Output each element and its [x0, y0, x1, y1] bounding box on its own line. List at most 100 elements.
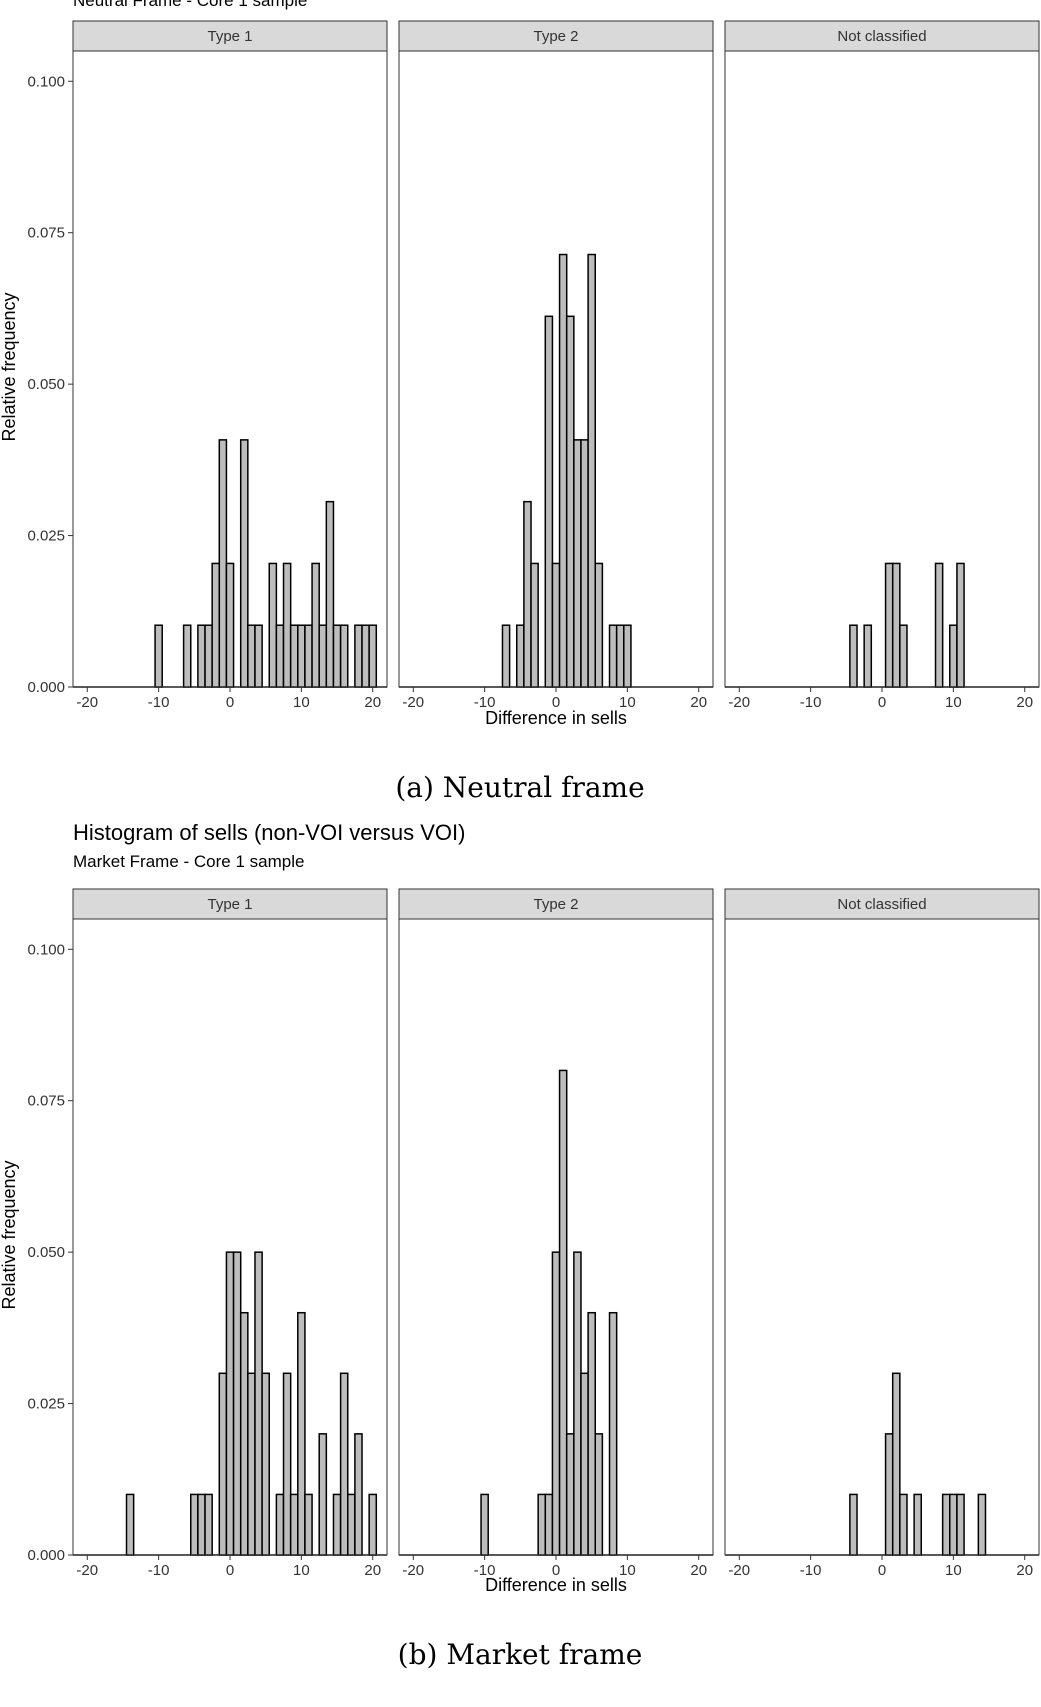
x-tick-label: 0 [878, 694, 886, 711]
histogram-bar [849, 1493, 858, 1556]
panel-background [725, 919, 1039, 1555]
x-tick-label: -10 [474, 694, 496, 711]
histogram-bar [211, 562, 221, 688]
histogram-bar [268, 562, 278, 688]
histogram-bar [332, 624, 342, 688]
x-tick-label: -20 [728, 694, 750, 711]
histogram-bar [934, 562, 944, 688]
x-tick-label: -10 [148, 694, 170, 711]
neutral-caption: (a) Neutral frame [395, 771, 644, 804]
histogram-bar [956, 1493, 965, 1556]
histogram-bar [297, 624, 306, 688]
facet-panel: Type 1 -20 -10 0 10 20 [72, 888, 388, 1579]
x-tick-label: 20 [1016, 1562, 1033, 1579]
histogram-bar [182, 624, 192, 688]
histogram-bar [325, 500, 335, 688]
histogram-bar [239, 1311, 249, 1556]
histogram-bar [558, 253, 568, 688]
y-tick-label: 0.050 [27, 376, 65, 393]
histogram-bar [608, 1311, 618, 1556]
histogram-bar [154, 624, 163, 688]
facet-strip [724, 888, 1040, 920]
facet-strip [398, 888, 714, 920]
histogram-bar [218, 1372, 228, 1556]
chart-1: 0.000 0.025 0.050 0.075 0.100 Type 1 -20 -10 0 10… [27, 888, 1040, 1579]
histogram-bar [304, 624, 313, 688]
facet-panel: Not classified -20 -10 0 10 20 [724, 888, 1040, 1579]
histogram-bar [501, 624, 511, 688]
facet-strip [398, 20, 714, 52]
histogram-bar [899, 624, 908, 688]
facet-strip-label: Type 1 [207, 896, 252, 913]
x-tick-label: 20 [364, 694, 381, 711]
histogram-bar [516, 624, 525, 688]
histogram-bar [339, 624, 349, 688]
chart-0: 0.000 0.025 0.050 0.075 0.100 Type 1 -20 -10 0 10… [27, 20, 1040, 711]
facet-panel: Type 2 -20 -10 0 10 20 [398, 888, 714, 1579]
market-caption: (b) Market frame [398, 1638, 643, 1671]
x-tick-label: 20 [690, 694, 707, 711]
histogram-bar [297, 1311, 306, 1556]
histogram-bar [275, 624, 285, 688]
histogram-bar [949, 624, 958, 688]
x-tick-label: 0 [552, 694, 560, 711]
histogram-bar [197, 624, 206, 688]
histogram-bar [347, 1493, 356, 1556]
x-tick-label: 20 [690, 1562, 707, 1579]
histogram-bar [949, 1493, 958, 1556]
histogram-bar [580, 439, 589, 688]
x-tick-label: 0 [552, 1562, 560, 1579]
histogram-bar [261, 1372, 271, 1556]
x-tick-label: 10 [619, 1562, 636, 1579]
histogram-bar [318, 1433, 328, 1556]
histogram-bar [594, 562, 604, 688]
histogram-bar [899, 1493, 908, 1556]
x-tick-label: 20 [1016, 694, 1033, 711]
histogram-bar [282, 1372, 292, 1556]
facet-plots: 0.000 0.025 0.050 0.075 0.100 Type 1 -20 -10 0 10… [27, 20, 1040, 1579]
histogram-bar [849, 624, 858, 688]
x-tick-label: -10 [800, 694, 822, 711]
histogram-bar [204, 1493, 213, 1556]
histogram-bar [977, 1493, 987, 1556]
histogram-bar [884, 1433, 894, 1556]
histogram-bar [354, 1433, 363, 1556]
facet-panel: Not classified -20 -10 0 10 20 [724, 20, 1040, 711]
histogram-bar [558, 1069, 568, 1556]
facet-strip-label: Not classified [837, 896, 926, 913]
histogram-bar [551, 562, 561, 688]
histogram-bar [247, 624, 256, 688]
histogram-bar [551, 1251, 561, 1556]
histogram-bar [587, 1311, 597, 1556]
y-tick-label: 0.000 [27, 679, 65, 696]
facet-panel: Type 2 -20 -10 0 10 20 [398, 20, 714, 711]
histogram-bar [891, 562, 901, 688]
histogram-bar [368, 624, 378, 688]
histogram-bar [254, 1251, 263, 1556]
histogram-bar [368, 1493, 378, 1556]
y-tick-label: 0.075 [27, 225, 65, 242]
histogram-bar [204, 624, 213, 688]
market-x-axis-title: Difference in sells [485, 1575, 627, 1595]
x-tick-label: 10 [619, 694, 636, 711]
facet-strip [72, 888, 388, 920]
market-subtitle: Market Frame - Core 1 sample [73, 852, 304, 871]
histogram-bar [565, 315, 575, 688]
histogram-bar [544, 1493, 554, 1556]
y-tick-label: 0.050 [27, 1244, 65, 1261]
y-tick-label: 0.100 [27, 941, 65, 958]
market-y-axis-title: Relative frequency [0, 1160, 19, 1309]
histogram-bar [190, 1493, 199, 1556]
neutral-y-axis-title: Relative frequency [0, 292, 19, 441]
histogram-bar [282, 562, 292, 688]
y-tick-label: 0.025 [27, 1396, 65, 1413]
histogram-bar [608, 624, 618, 688]
facet-strip-label: Type 2 [533, 28, 578, 45]
x-tick-label: -20 [728, 1562, 750, 1579]
y-tick-label: 0.075 [27, 1093, 65, 1110]
histogram-bar [580, 1372, 589, 1556]
histogram-bar [530, 562, 539, 688]
y-tick-label: 0.000 [27, 1547, 65, 1564]
histogram-bar [239, 439, 249, 688]
x-tick-label: -20 [402, 694, 424, 711]
